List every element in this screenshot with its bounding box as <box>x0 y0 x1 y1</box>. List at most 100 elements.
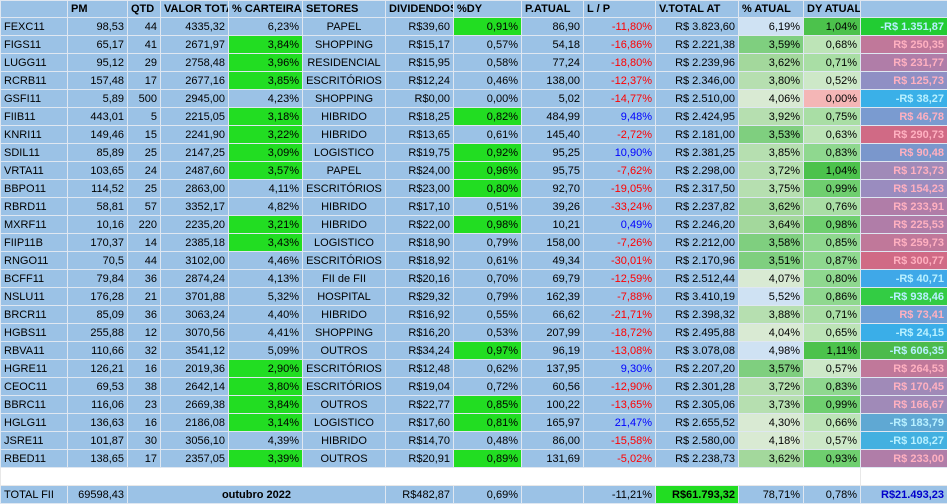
total-cell: R$61.793,32 <box>656 486 739 504</box>
data-cell: 0,86% <box>804 288 861 306</box>
data-cell: 9,30% <box>584 360 656 378</box>
data-cell: R$ 259,73 <box>861 234 947 252</box>
data-cell: PAPEL <box>303 18 386 36</box>
data-cell: -5,02% <box>584 450 656 468</box>
data-cell: 0,89% <box>454 450 522 468</box>
data-cell: 500 <box>128 90 161 108</box>
data-cell: 0,79% <box>454 234 522 252</box>
data-cell: R$ 264,53 <box>861 360 947 378</box>
data-cell: -2,72% <box>584 126 656 144</box>
data-cell: R$24,00 <box>386 162 454 180</box>
data-cell: 0,99% <box>804 180 861 198</box>
data-cell: -18,72% <box>584 324 656 342</box>
data-cell: OUTROS <box>303 396 386 414</box>
data-cell: 138,65 <box>68 450 128 468</box>
data-cell: R$ 2.246,20 <box>656 216 739 234</box>
data-cell: 0,71% <box>804 306 861 324</box>
data-cell: R$12,48 <box>386 360 454 378</box>
data-cell: R$19,75 <box>386 144 454 162</box>
data-cell: R$ 233,91 <box>861 198 947 216</box>
data-cell: 0,80% <box>804 270 861 288</box>
header-cell: % CARTEIRA <box>229 1 303 18</box>
data-cell: 5,89 <box>68 90 128 108</box>
data-cell: 10,16 <box>68 216 128 234</box>
data-cell: 131,69 <box>522 450 584 468</box>
data-cell: -7,88% <box>584 288 656 306</box>
data-cell: 0,66% <box>804 414 861 432</box>
total-label: TOTAL FII <box>1 486 68 504</box>
data-cell: R$ 2.495,88 <box>656 324 739 342</box>
data-cell: 3,75% <box>739 180 804 198</box>
data-cell: R$ 2.301,28 <box>656 378 739 396</box>
ticker-cell: HGLG11 <box>1 414 68 432</box>
data-cell: R$ 3.410,19 <box>656 288 739 306</box>
data-cell: 85,09 <box>68 306 128 324</box>
data-cell: 145,40 <box>522 126 584 144</box>
data-cell: R$ 250,35 <box>861 36 947 54</box>
data-cell: R$ 2.170,96 <box>656 252 739 270</box>
data-cell: 3,39% <box>229 450 303 468</box>
data-cell: 16 <box>128 360 161 378</box>
data-cell: 0,00% <box>454 90 522 108</box>
ticker-cell: RNGO11 <box>1 252 68 270</box>
data-cell: R$18,90 <box>386 234 454 252</box>
ticker-cell: BBPO11 <box>1 180 68 198</box>
data-cell: R$ 300,77 <box>861 252 947 270</box>
data-cell: 4,18% <box>739 432 804 450</box>
data-cell: -R$ 24,15 <box>861 324 947 342</box>
data-cell: R$ 2.424,95 <box>656 108 739 126</box>
data-cell: 4,11% <box>229 180 303 198</box>
ticker-cell: GSFI11 <box>1 90 68 108</box>
data-cell: 4,23% <box>229 90 303 108</box>
ticker-cell: BCFF11 <box>1 270 68 288</box>
data-cell: R$17,10 <box>386 198 454 216</box>
data-cell: R$18,25 <box>386 108 454 126</box>
data-cell: LOGISTICO <box>303 144 386 162</box>
data-cell: 10,21 <box>522 216 584 234</box>
data-cell: 162,39 <box>522 288 584 306</box>
ticker-cell: RBED11 <box>1 450 68 468</box>
data-cell: 0,72% <box>454 378 522 396</box>
data-cell: R$ 2.512,44 <box>656 270 739 288</box>
data-cell: 0,82% <box>454 108 522 126</box>
data-cell: 60,56 <box>522 378 584 396</box>
data-cell: R$ 2.207,20 <box>656 360 739 378</box>
data-cell: 95,25 <box>522 144 584 162</box>
data-cell: 17 <box>128 72 161 90</box>
data-cell: R$ 73,41 <box>861 306 947 324</box>
data-cell: -R$ 183,79 <box>861 414 947 432</box>
data-cell: 86,00 <box>522 432 584 450</box>
data-cell: 15 <box>128 126 161 144</box>
data-cell: 157,48 <box>68 72 128 90</box>
data-cell: R$ 2.305,06 <box>656 396 739 414</box>
data-cell: ESCRITÓRIOS <box>303 252 386 270</box>
data-cell: -12,37% <box>584 72 656 90</box>
data-cell: 86,90 <box>522 18 584 36</box>
data-cell: HIBRIDO <box>303 126 386 144</box>
header-cell <box>861 1 947 18</box>
ticker-cell: FIIP11B <box>1 234 68 252</box>
total-month: outubro 2022 <box>128 486 386 504</box>
ticker-cell: JSRE11 <box>1 432 68 450</box>
data-cell: 0,98% <box>454 216 522 234</box>
ticker-cell: HGBS11 <box>1 324 68 342</box>
data-cell: 3352,17 <box>161 198 229 216</box>
data-cell: LOGISTICO <box>303 234 386 252</box>
data-cell: R$22,00 <box>386 216 454 234</box>
ticker-cell: CEOC11 <box>1 378 68 396</box>
data-cell: 2874,24 <box>161 270 229 288</box>
data-cell: 443,01 <box>68 108 128 126</box>
data-cell: 9,48% <box>584 108 656 126</box>
data-cell: -33,24% <box>584 198 656 216</box>
data-cell: 0,63% <box>804 126 861 144</box>
data-cell: 4,06% <box>739 90 804 108</box>
data-cell: R$ 2.237,82 <box>656 198 739 216</box>
data-cell: 3,72% <box>739 378 804 396</box>
data-cell: R$ 2.212,00 <box>656 234 739 252</box>
